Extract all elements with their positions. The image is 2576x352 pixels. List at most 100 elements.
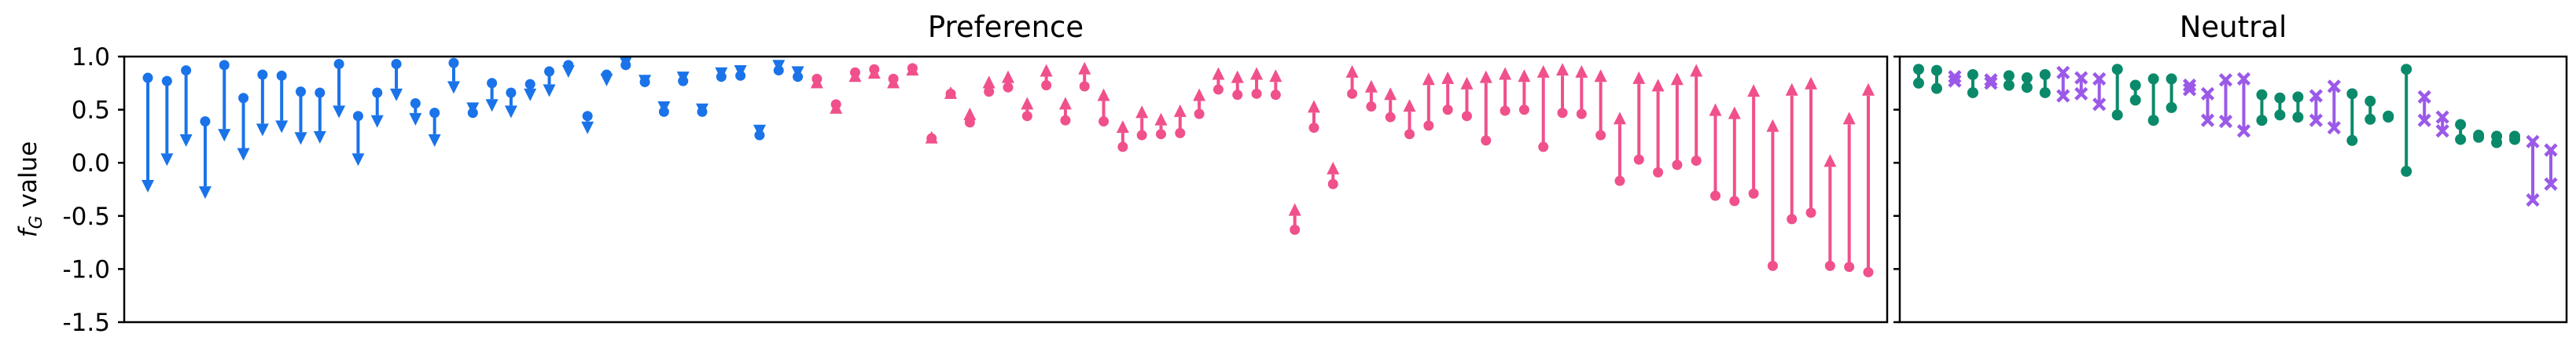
circle-marker (2166, 101, 2177, 113)
arrow-head (1327, 161, 1340, 174)
arrow-head (294, 132, 307, 145)
circle-marker (2401, 64, 2412, 75)
arrow-decrease (600, 69, 613, 86)
arrow-start-marker (1327, 178, 1338, 189)
arrow-increase (1231, 70, 1244, 101)
arrow-increase (1384, 87, 1397, 123)
arrow-start-marker (161, 75, 172, 86)
arrow-head (1536, 64, 1550, 78)
preference-panel: Preference (123, 10, 1889, 324)
arrow-start-marker (315, 87, 326, 98)
arrow-decrease (333, 58, 346, 119)
arrow-start-marker (1347, 88, 1358, 99)
arrow-head (638, 75, 652, 88)
circle-marker (2147, 73, 2159, 85)
arrow-head (466, 102, 480, 116)
arrow-increase (1728, 106, 1741, 207)
neutral-range-circle (1913, 64, 1924, 89)
arrow-decrease (198, 116, 212, 200)
arrow-start-marker (1117, 141, 1128, 152)
arrow-decrease (294, 86, 307, 145)
arrow-increase (1460, 76, 1474, 122)
arrow-increase (1632, 71, 1646, 165)
arrow-start-marker (1748, 188, 1759, 199)
arrow-increase (1613, 112, 1626, 186)
arrow-head (1384, 87, 1397, 101)
neutral-range-circle (2256, 89, 2268, 126)
arrow-increase (1823, 154, 1837, 271)
arrow-increase (1499, 67, 1512, 116)
arrow-head (1307, 100, 1320, 113)
arrow-head (791, 66, 804, 79)
arrow-increase (1116, 120, 1129, 152)
y-axis: 1.0 0.5 0.0 -0.5 -1.0 -1.5 (63, 43, 1900, 337)
x-marker (1984, 76, 1998, 90)
arrow-head (485, 99, 499, 112)
arrow-head (600, 73, 613, 86)
arrow-increase (830, 99, 843, 114)
x-marker (2544, 177, 2558, 191)
arrow-head (524, 88, 537, 101)
arrow-head (1479, 70, 1492, 83)
arrow-head (1823, 154, 1837, 167)
arrow-decrease (409, 97, 422, 126)
arrow-decrease (370, 87, 384, 128)
arrow-increase (1651, 79, 1665, 178)
arrow-head (1785, 82, 1798, 96)
arrow-increase (1097, 88, 1110, 126)
arrow-start-marker (1672, 160, 1683, 170)
arrow-start-marker (1500, 105, 1511, 116)
circle-marker (2364, 95, 2376, 107)
arrow-increase (1058, 97, 1072, 126)
x-marker (2056, 65, 2070, 79)
arrow-increase (982, 75, 995, 97)
arrow-increase (1307, 100, 1320, 134)
neutral-range-x (2309, 89, 2323, 127)
arrow-start-marker (1710, 190, 1721, 201)
arrow-start-marker (238, 93, 249, 104)
arrow-decrease (696, 103, 709, 117)
circle-marker (2256, 115, 2268, 126)
neutral-range-x (2327, 79, 2341, 135)
neutral-range-x (1984, 73, 1998, 90)
neutral-range-circle (1967, 68, 1978, 98)
arrow-increase (1212, 67, 1225, 95)
circle-marker (2473, 131, 2485, 143)
arrow-head (1058, 97, 1072, 110)
arrow-decrease (428, 108, 441, 147)
arrow-increase (1805, 76, 1818, 218)
arrow-head (1040, 64, 1053, 77)
arrow-head (1288, 203, 1301, 216)
arrow-decrease (638, 75, 652, 88)
arrow-head (333, 105, 346, 119)
x-marker (2526, 134, 2540, 148)
x-marker (2526, 192, 2540, 207)
arrow-increase (1173, 104, 1187, 138)
arrow-head (1078, 61, 1091, 75)
arrow-decrease (524, 79, 537, 101)
arrow-start-marker (1576, 108, 1587, 119)
arrow-head (1173, 104, 1187, 117)
neutral-range-x (1948, 70, 1962, 88)
neutral-range-circle (2166, 73, 2177, 113)
arrow-head (867, 66, 881, 79)
arrow-head (1766, 119, 1779, 132)
arrow-head (1422, 72, 1435, 86)
arrow-head (561, 65, 575, 79)
circle-marker (2111, 64, 2123, 75)
arrow-start-marker (1461, 111, 1472, 122)
arrow-decrease (142, 72, 154, 193)
arrow-start-marker (1863, 266, 1874, 277)
arrow-increase (1040, 64, 1053, 91)
x-marker (2074, 71, 2088, 85)
circle-marker (2346, 88, 2358, 100)
arrow-start-marker (333, 58, 344, 69)
arrow-decrease (772, 60, 786, 76)
arrow-start-marker (1060, 115, 1071, 126)
arrow-head (390, 88, 403, 101)
circle-marker (2256, 89, 2268, 101)
arrow-increase (1269, 69, 1282, 101)
neutral-range-x (2236, 72, 2251, 138)
preference-axes-frame (123, 55, 1889, 324)
arrow-head (409, 112, 422, 126)
